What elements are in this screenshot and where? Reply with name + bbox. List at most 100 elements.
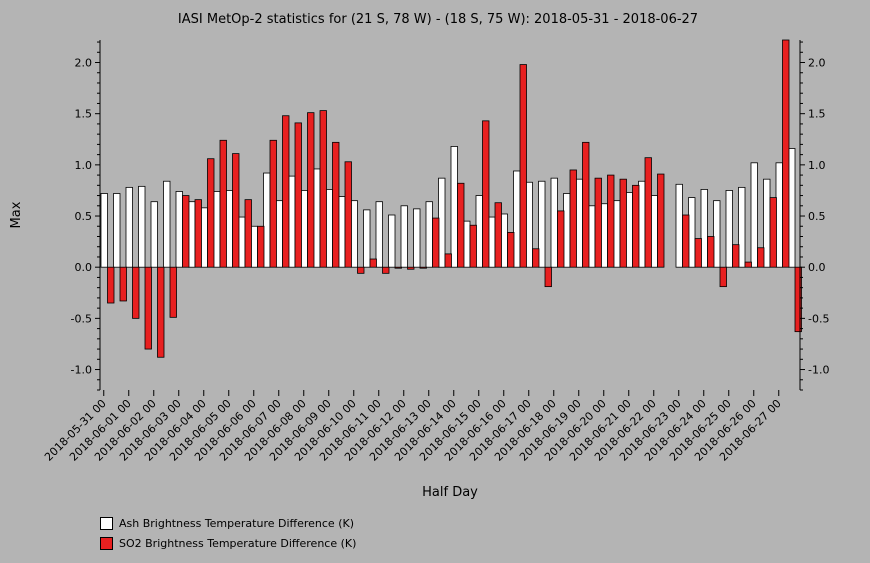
ash-bar: [750, 162, 758, 268]
ash-bar: [575, 178, 583, 268]
so2-bar: [744, 261, 752, 268]
ash-bar: [375, 201, 383, 268]
so2-bar: [469, 224, 477, 268]
so2-bar: [644, 157, 652, 268]
ash-bar: [438, 177, 446, 268]
so2-bar: [394, 266, 402, 269]
legend-swatch-ash: [100, 516, 113, 530]
chart-title: IASI MetOp-2 statistics for (21 S, 78 W)…: [178, 12, 698, 27]
ash-bar: [788, 148, 796, 268]
legend-label-ash: Ash Brightness Temperature Difference (K…: [119, 516, 354, 530]
ash-bar: [738, 186, 746, 268]
y-tick-label-left: -1.0: [71, 364, 92, 377]
so2-bar: [232, 153, 240, 268]
y-tick-label-left: 0.0: [75, 261, 93, 274]
legend: Ash Brightness Temperature Difference (K…: [100, 513, 356, 553]
so2-bar: [507, 231, 515, 268]
ash-bar: [613, 200, 621, 268]
so2-bar: [582, 141, 590, 268]
y-tick-label-left: 1.0: [75, 159, 93, 172]
y-tick-label-left: -0.5: [71, 312, 92, 325]
x-axis-label: Half Day: [422, 485, 478, 500]
ash-bar: [150, 201, 158, 268]
so2-bar: [369, 258, 377, 268]
ash-bar: [725, 190, 733, 268]
so2-bar: [769, 197, 777, 268]
ash-bar: [250, 225, 258, 268]
ash-bar: [188, 201, 196, 268]
ash-bar: [625, 192, 633, 268]
so2-bar: [357, 266, 365, 274]
ash-bar: [238, 216, 246, 268]
ash-bar: [450, 146, 458, 268]
ash-bar: [200, 207, 208, 268]
so2-bar: [457, 182, 465, 268]
y-tick-label-right: 2.0: [808, 57, 826, 70]
so2-bar: [619, 178, 627, 268]
so2-bar: [782, 39, 790, 268]
ash-bar: [363, 209, 371, 268]
ash-bar: [413, 208, 421, 268]
so2-bar: [132, 266, 140, 319]
so2-bar: [119, 266, 127, 302]
so2-bar: [144, 266, 152, 350]
ash-bar: [550, 177, 558, 268]
y-tick-label-right: 0.5: [808, 210, 826, 223]
so2-bar: [694, 238, 702, 268]
ash-bar: [713, 200, 721, 268]
ash-bar: [388, 214, 396, 268]
ash-bar: [138, 185, 146, 268]
so2-bar: [319, 110, 327, 268]
so2-bar: [607, 174, 615, 268]
ash-bar: [338, 196, 346, 268]
ash-bar: [763, 178, 771, 268]
ash-bar: [213, 191, 221, 268]
so2-bar: [569, 169, 577, 268]
ash-bar: [288, 175, 296, 268]
so2-bar: [757, 247, 765, 268]
y-tick-label-left: 1.5: [75, 108, 93, 121]
so2-bar: [344, 161, 352, 268]
so2-bar: [107, 266, 115, 304]
so2-bar: [557, 210, 565, 268]
ash-bar: [500, 213, 508, 268]
ash-bar: [525, 181, 533, 268]
so2-bar: [432, 217, 440, 268]
so2-bar: [594, 177, 602, 268]
y-tick-label-right: 0.0: [808, 261, 826, 274]
so2-bar: [682, 214, 690, 268]
ash-bar: [263, 172, 271, 268]
y-tick-label-right: 1.5: [808, 108, 826, 121]
ash-bar: [175, 191, 183, 268]
ash-bar: [463, 220, 471, 268]
so2-bar: [182, 195, 190, 268]
so2-bar: [719, 266, 727, 288]
y-tick-label-left: 2.0: [75, 57, 93, 70]
ash-bar: [163, 180, 171, 268]
legend-item-ash: Ash Brightness Temperature Difference (K…: [100, 513, 356, 533]
ash-bar: [350, 200, 358, 268]
y-tick-label-right: -0.5: [808, 312, 829, 325]
ash-bar: [400, 205, 408, 268]
so2-bar: [169, 266, 177, 318]
so2-bar: [632, 184, 640, 268]
so2-bar: [482, 120, 490, 268]
ash-bar: [775, 162, 783, 268]
legend-label-so2: SO2 Brightness Temperature Difference (K…: [119, 536, 357, 550]
ash-bar: [650, 195, 658, 268]
ash-bar: [275, 200, 283, 268]
legend-swatch-so2: [100, 536, 113, 550]
ash-bar: [638, 180, 646, 268]
ash-bar: [675, 183, 683, 268]
ash-bar: [100, 193, 108, 268]
so2-bar: [532, 248, 540, 268]
so2-bar: [219, 139, 227, 268]
so2-bar: [519, 64, 527, 268]
so2-bar: [207, 158, 215, 268]
y-tick-label-left: 0.5: [75, 210, 93, 223]
so2-bar: [657, 173, 665, 268]
so2-bar: [294, 122, 302, 268]
so2-bar: [444, 253, 452, 268]
so2-bar: [419, 266, 427, 269]
so2-bar: [544, 266, 552, 288]
